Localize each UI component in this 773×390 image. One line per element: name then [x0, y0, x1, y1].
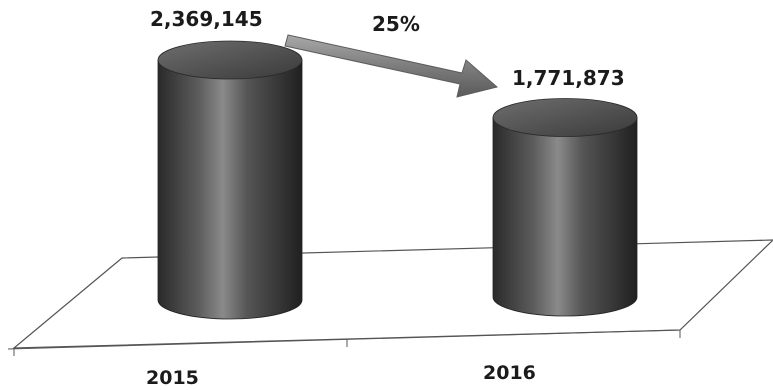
cylinder-top-2016: [492, 98, 638, 137]
floor-axis-line: [7, 329, 681, 350]
chart-floor: [12, 239, 773, 349]
category-label-2016: 2016: [483, 362, 536, 384]
value-label-2015: 2,369,145: [150, 7, 263, 31]
bar-group: [157, 40, 638, 320]
change-arrow: [284, 34, 499, 98]
category-label-2015: 2015: [146, 367, 199, 389]
cylinder-bar-2016: [492, 117, 638, 317]
change-percent-label: 25%: [372, 12, 420, 36]
cylinder-bar-2015: [157, 59, 303, 320]
cylinder-top-2015: [157, 40, 303, 80]
value-label-2016: 1,771,873: [512, 66, 625, 90]
